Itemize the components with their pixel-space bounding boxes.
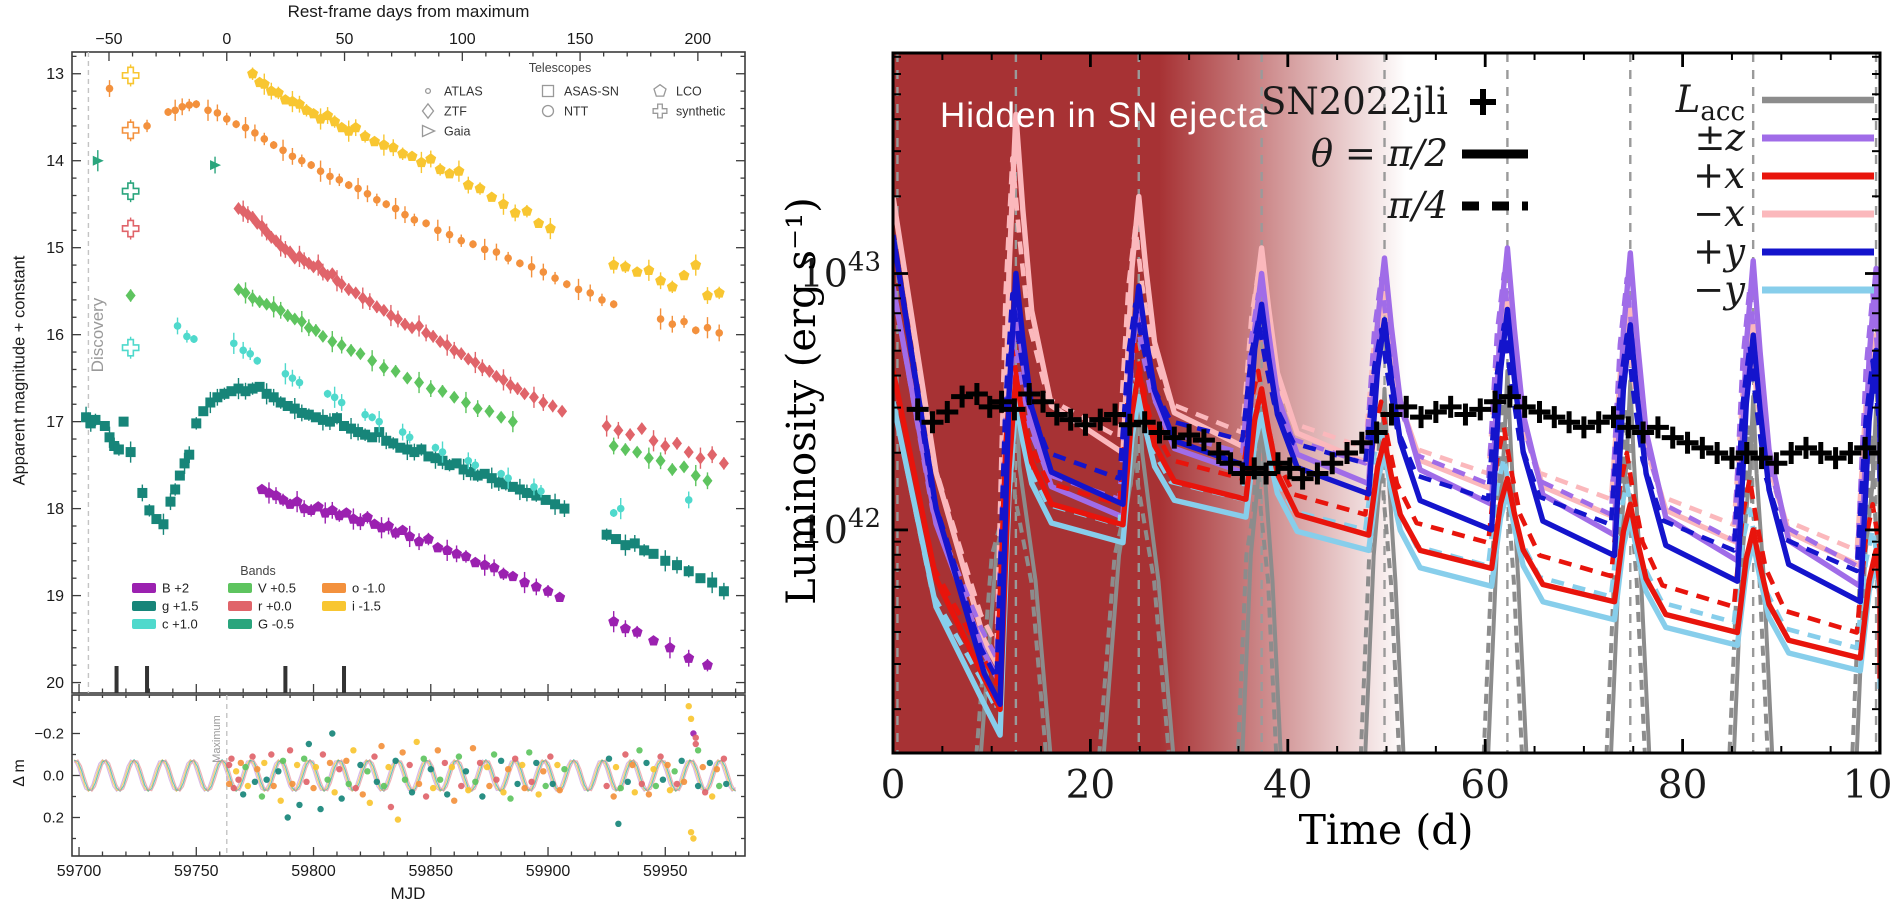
svg-text:0.2: 0.2 [43,810,64,827]
svg-text:50: 50 [336,31,354,48]
svg-text:15: 15 [46,240,64,257]
svg-text:60: 60 [1460,763,1510,808]
epoch-mark [114,666,119,693]
svg-text:V +0.5: V +0.5 [258,581,296,596]
svg-text:ASAS-SN: ASAS-SN [564,85,619,99]
band-i [247,67,725,304]
svg-text:g +1.5: g +1.5 [162,599,199,614]
svg-text:−50: −50 [95,31,122,48]
svg-text:59900: 59900 [526,863,571,880]
svg-text:59800: 59800 [291,863,336,880]
svg-text:B +2: B +2 [162,581,189,596]
left-axes: 59700 59750 59800 59850 59900 59950 −50 0 50 100 1… [34,31,746,880]
svg-text:200: 200 [685,31,712,48]
left-y-axis-label: Apparent magnitude + constant [10,255,29,486]
svg-text:59850: 59850 [409,863,454,880]
periastron-lines [896,53,1878,753]
svg-text:59700: 59700 [57,863,102,880]
band-g [81,377,729,600]
right-x-axis-label: Time (d) [1298,806,1474,854]
synthetic-points [121,64,140,359]
svg-text:±z: ±z [1695,116,1746,159]
hidden-in-ejecta-annotation: Hidden in SN ejecta [940,96,1269,135]
svg-text:ZTF: ZTF [444,105,467,119]
left-light-curve-figure: 59700 59750 59800 59850 59900 59950 −50 0 50 100 1… [0,0,770,919]
svg-text:r +0.0: r +0.0 [258,599,292,614]
right-legend: SN2022jli θ = π/2 π/4 Lacc±z+x−x+y−y [1261,78,1874,311]
svg-text:100: 100 [449,31,476,48]
band-c [173,317,693,520]
maximum-annotation: Maximum [211,715,223,763]
svg-text:59750: 59750 [174,863,219,880]
svg-text:+x: +x [1693,154,1745,197]
svg-text:o -1.0: o -1.0 [352,581,385,596]
svg-text:0: 0 [222,31,231,48]
svg-text:c +1.0: c +1.0 [162,617,198,632]
svg-text:−0.2: −0.2 [34,726,64,743]
svg-text:SN2022jli: SN2022jli [1261,80,1448,123]
left-x-axis-label: MJD [390,884,426,903]
svg-text:16: 16 [46,327,64,344]
right-chart-svg: 02040608010010421043SN2022jliθ = π/2π/4L… [800,51,1894,808]
svg-text:13: 13 [46,66,64,83]
svg-text:19: 19 [46,588,64,605]
svg-text:π/4: π/4 [1387,184,1448,227]
right-luminosity-figure: 02040608010010421043SN2022jliθ = π/2π/4L… [770,0,1894,919]
residual-y-axis-label: Δ m [11,759,28,787]
sn2022jli-data-points [906,383,1880,490]
svg-text:G -0.5: G -0.5 [258,617,294,632]
svg-text:0: 0 [881,763,906,808]
svg-text:Lacc: Lacc [1675,78,1745,127]
svg-text:synthetic: synthetic [676,105,725,119]
svg-text:59950: 59950 [643,863,688,880]
band-V [125,282,713,490]
right-axes: 02040608010010421043 [800,51,1894,808]
svg-text:40: 40 [1263,763,1313,808]
svg-text:20: 20 [46,675,64,692]
svg-text:150: 150 [567,31,594,48]
svg-text:20: 20 [1066,763,1116,808]
svg-text:ATLAS: ATLAS [444,85,483,99]
svg-text:14: 14 [46,153,64,170]
svg-text:−x: −x [1693,192,1745,235]
svg-text:80: 80 [1658,763,1708,808]
residual-points [225,703,730,842]
residual-model-curves [73,758,737,793]
svg-text:i -1.5: i -1.5 [352,599,381,614]
svg-text:17: 17 [46,414,64,431]
light-curve-points [81,67,729,672]
band-r [233,200,729,470]
svg-text:LCO: LCO [676,85,702,99]
discovery-annotation: Discovery [88,297,107,373]
epoch-mark [283,666,288,693]
svg-text:Bands: Bands [240,564,275,578]
bands-legend: Bands B +2 g +1.5 c +1.0 V +0.5 r +0.0 G -0.5 o… [132,564,385,632]
svg-text:0.0: 0.0 [43,768,64,785]
svg-text:18: 18 [46,501,64,518]
svg-text:Telescopes: Telescopes [529,61,592,75]
telescopes-legend: Telescopes ATLAS ZTF Gaia ASAS-SN NTT LCO synth… [421,61,725,139]
svg-text:+y: +y [1693,230,1746,273]
left-chart-svg: 59700 59750 59800 59850 59900 59950 −50 0 50 100 1… [34,31,746,880]
band-B [256,482,713,672]
right-y-axis-label: Luminosity (erg s⁻¹) [779,197,825,605]
svg-text:100: 100 [1843,763,1894,808]
left-top-axis-label: Rest-frame days from maximum [287,2,530,21]
svg-text:NTT: NTT [564,105,589,119]
epoch-mark [342,666,347,693]
svg-text:Gaia: Gaia [444,125,470,139]
svg-text:−y: −y [1693,268,1746,311]
band-G [92,150,222,174]
epoch-mark [145,666,150,693]
band-o [105,80,724,342]
left-annotations [87,52,347,856]
svg-text:θ = π/2: θ = π/2 [1311,132,1448,175]
